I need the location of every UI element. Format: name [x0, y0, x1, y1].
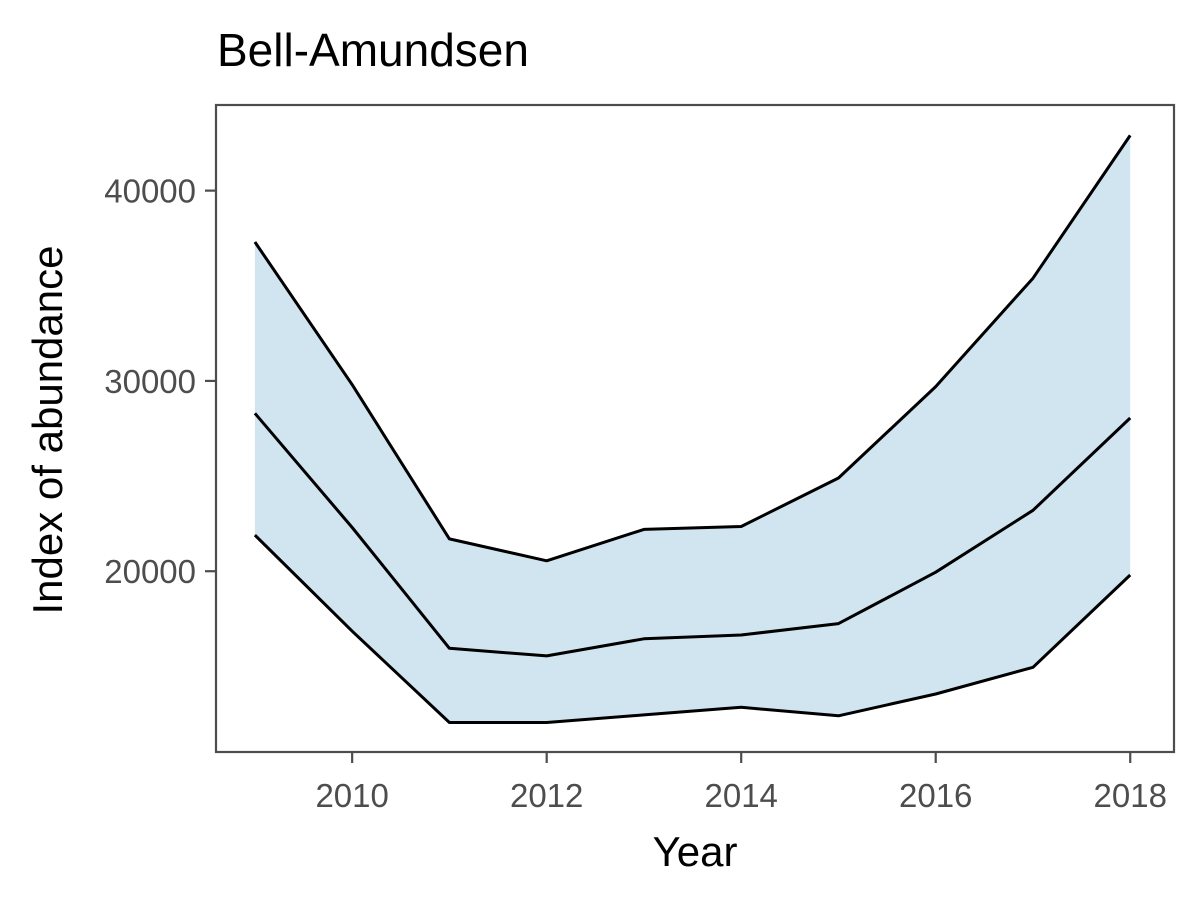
upper-bound-line — [253, 134, 1132, 563]
y-axis: 20000 30000 40000 — [104, 173, 216, 590]
estimate-line — [253, 412, 1132, 658]
panel-border — [214, 103, 1176, 754]
x-tick-label: 2010 — [315, 777, 388, 814]
lower-bound-line — [253, 534, 1132, 724]
x-tick-label: 2018 — [1094, 777, 1167, 814]
y-tick-label: 20000 — [104, 553, 196, 590]
confidence-ribbon — [254, 135, 1131, 723]
y-tick-label: 30000 — [104, 363, 196, 400]
x-tick-label: 2014 — [704, 777, 777, 814]
x-tick-label: 2012 — [510, 777, 583, 814]
x-axis-title: Year — [653, 828, 738, 875]
plot-area — [253, 134, 1132, 724]
chart-title: Bell-Amundsen — [217, 24, 529, 76]
y-tick-label: 40000 — [104, 173, 196, 210]
x-tick-label: 2016 — [899, 777, 972, 814]
y-axis-title: Index of abundance — [24, 246, 71, 615]
x-axis: 2010 2012 2014 2016 2018 — [315, 752, 1167, 814]
